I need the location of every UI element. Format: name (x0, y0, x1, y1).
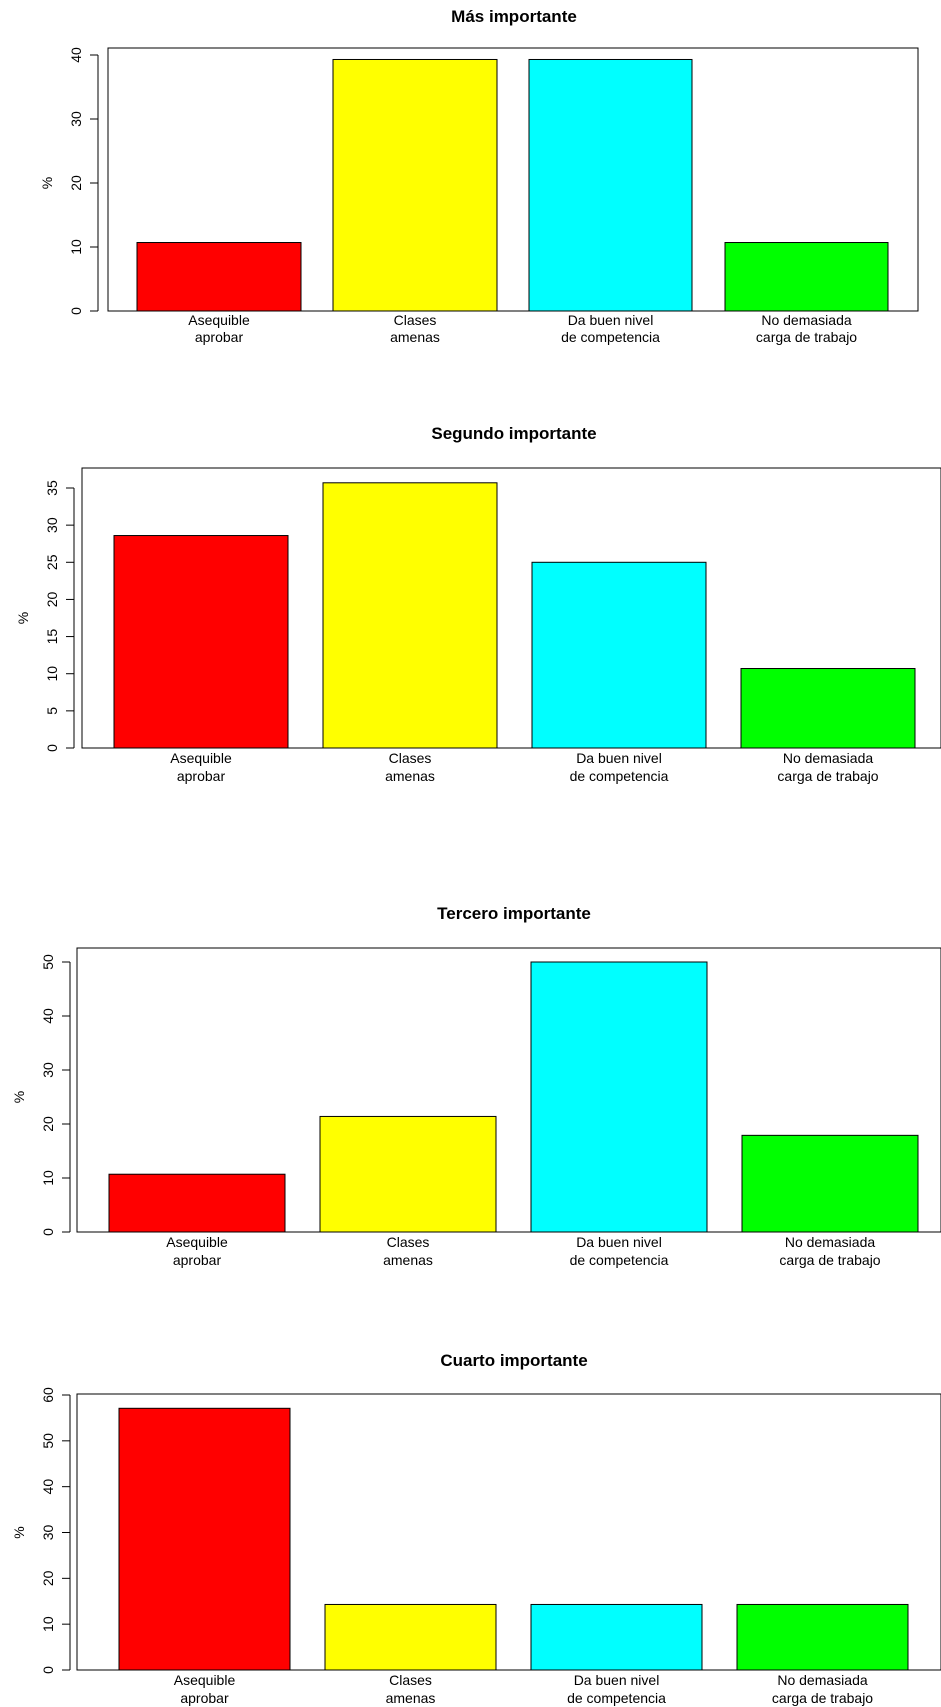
bar (736, 1603, 909, 1671)
chart-title: Cuarto importante (440, 1351, 587, 1370)
y-tick-label: 30 (44, 517, 60, 533)
y-tick-label: 30 (40, 1525, 56, 1541)
y-tick-label: 35 (44, 480, 60, 496)
chart-panel-2: Segundo importante 0 5 10 15 20 25 30 35% Asequib… (15, 424, 941, 784)
y-tick-label: 0 (44, 744, 60, 752)
y-tick-label: 50 (40, 954, 56, 970)
bar (108, 1173, 286, 1233)
y-axis-label: % (39, 177, 55, 189)
plot-frame (76, 947, 941, 1233)
y-tick-label: 0 (40, 1666, 56, 1674)
bar (741, 1134, 919, 1233)
y-tick-label: 10 (68, 239, 84, 255)
category-label: Da buen nivel de competencia (561, 312, 660, 345)
chart-title: Tercero importante (437, 904, 591, 923)
y-tick-label: 20 (40, 1116, 56, 1132)
y-axis-label: % (15, 612, 31, 624)
chart-panel-3: Tercero importante 0 10 20 30 40 50% Asequible a… (11, 904, 941, 1268)
y-tick-label: 10 (44, 666, 60, 682)
plot-frame (81, 467, 941, 749)
y-tick-label: 40 (40, 1479, 56, 1495)
bar (322, 482, 498, 749)
chart-panel-4: Cuarto importante 0 10 20 30 40 50 60% Asequible… (11, 1351, 941, 1706)
y-tick-label: 30 (68, 111, 84, 127)
bar (136, 242, 302, 312)
y-tick-label: 50 (40, 1433, 56, 1449)
y-tick-label: 10 (40, 1170, 56, 1186)
category-label: No demasiada carga de trabajo (779, 1234, 880, 1268)
category-label: Clases amenas (390, 312, 440, 345)
bar (118, 1407, 291, 1671)
category-label: No demasiada carga de trabajo (772, 1672, 873, 1706)
y-tick-label: 0 (68, 307, 84, 315)
category-label: No demasiada carga de trabajo (756, 312, 857, 345)
y-tick-label: 15 (44, 629, 60, 645)
y-tick-label: 20 (40, 1570, 56, 1586)
category-label: Clases amenas (383, 1234, 433, 1268)
y-tick-label: 25 (44, 554, 60, 570)
category-label: No demasiada carga de trabajo (777, 750, 878, 784)
y-tick-label: 10 (40, 1616, 56, 1632)
y-axis-label: % (11, 1526, 27, 1538)
chart-panel-1: Más importante 0 10 20 30 40% Asequible aprobar… (39, 7, 919, 345)
bar (740, 668, 916, 749)
category-label: Asequible aprobar (174, 1672, 236, 1706)
y-tick-label: 20 (44, 591, 60, 607)
bar (530, 961, 708, 1233)
y-axis-label: % (11, 1091, 27, 1103)
category-label: Asequible aprobar (170, 750, 232, 784)
y-tick-label: 5 (44, 707, 60, 715)
plot-frame (76, 1393, 941, 1671)
y-tick-label: 0 (40, 1228, 56, 1236)
bar (528, 58, 693, 312)
bar (530, 1603, 703, 1671)
bar (113, 535, 289, 749)
y-tick-label: 40 (68, 47, 84, 63)
y-tick-label: 40 (40, 1008, 56, 1024)
category-label: Clases amenas (385, 750, 435, 784)
category-label: Asequible aprobar (166, 1234, 228, 1268)
bar (319, 1115, 497, 1233)
chart-title: Más importante (451, 7, 577, 26)
chart-title: Segundo importante (431, 424, 596, 443)
category-label: Asequible aprobar (188, 312, 250, 345)
bar (332, 58, 498, 312)
category-label: Clases amenas (386, 1672, 436, 1706)
category-label: Da buen nivel de competencia (570, 1234, 669, 1268)
bar (324, 1603, 497, 1671)
plot-frame (107, 47, 919, 312)
category-label: Da buen nivel de competencia (567, 1672, 666, 1706)
category-label: Da buen nivel de competencia (570, 750, 669, 784)
y-tick-label: 60 (40, 1387, 56, 1403)
bar (531, 561, 707, 749)
y-tick-label: 30 (40, 1062, 56, 1078)
bar (724, 242, 889, 312)
y-tick-label: 20 (68, 175, 84, 191)
